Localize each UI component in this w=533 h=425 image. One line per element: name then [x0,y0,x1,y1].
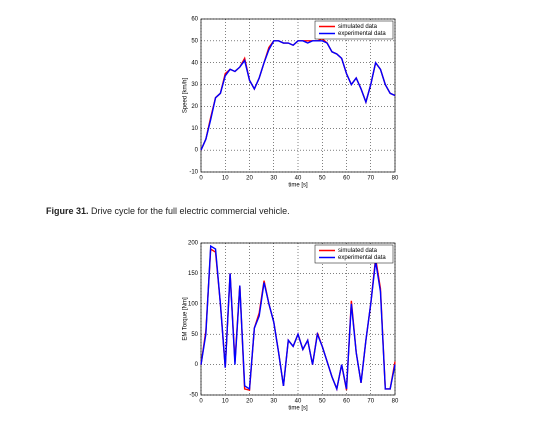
plot-frame [200,242,396,396]
x-tick-label: 60 [343,399,350,405]
x-tick-label: 50 [319,399,326,405]
legend-box [314,20,394,40]
x-tick-label: 80 [392,176,399,182]
x-axis-label: time [s] [288,406,308,412]
caption-text: Drive cycle for the full electric commer… [91,206,290,216]
x-tick-label: 40 [295,176,302,182]
y-tick-label: 40 [191,60,198,66]
y-tick-label: 50 [191,332,198,338]
plot-frame [200,18,396,173]
y-tick-label: 30 [191,82,198,88]
x-tick-label: 80 [392,399,399,405]
legend-box [314,244,394,264]
legend-label: simulated data [338,24,378,30]
y-tick-label: 10 [191,126,198,132]
x-tick-label: 20 [246,176,253,182]
x-tick-label: 0 [199,176,203,182]
y-tick-label: -10 [189,170,198,176]
caption-label: Figure 31. [46,206,89,216]
x-tick-label: 0 [199,399,203,405]
data-line [200,40,396,151]
data-line [200,244,396,392]
caption: Figure 31. Drive cycle for the full elec… [46,206,290,216]
y-axis-label: EM Torque [Nm] [183,297,189,341]
y-tick-label: 200 [188,241,199,247]
x-tick-label: 20 [246,399,253,405]
y-axis-label: Speed [km/h] [183,77,189,113]
x-tick-label: 10 [222,399,229,405]
y-tick-label: 100 [188,301,199,307]
legend-label: experimental data [338,31,386,37]
y-tick-label: 60 [191,17,198,23]
x-tick-label: 10 [222,176,229,182]
y-tick-label: 20 [191,104,198,110]
legend-label: experimental data [338,255,386,261]
x-axis-label: time [s] [288,183,308,189]
x-tick-label: 30 [270,176,277,182]
x-tick-label: 70 [367,176,374,182]
y-tick-label: 50 [191,38,198,44]
x-tick-label: 40 [295,399,302,405]
x-tick-label: 60 [343,176,350,182]
y-tick-label: -50 [189,393,198,399]
y-tick-label: 0 [195,362,199,368]
x-tick-label: 50 [319,176,326,182]
x-tick-label: 70 [367,399,374,405]
y-tick-label: 150 [188,271,199,277]
y-tick-label: 0 [195,148,199,154]
legend-label: simulated data [338,248,378,254]
x-tick-label: 30 [270,399,277,405]
